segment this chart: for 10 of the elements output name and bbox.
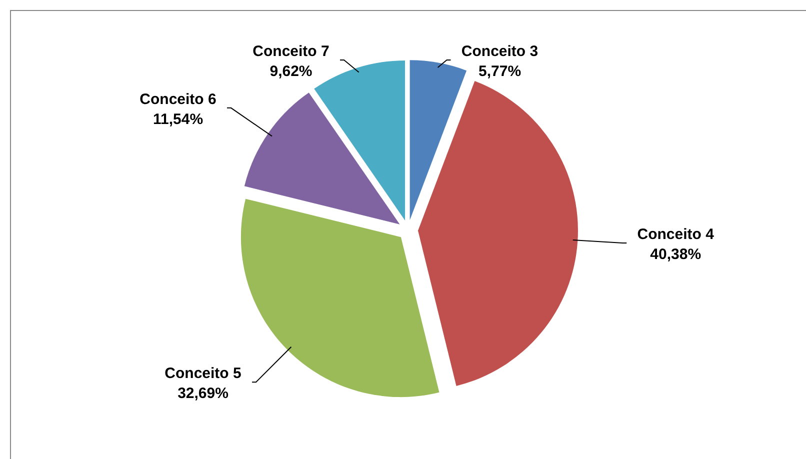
- slice-label: Conceito 4: [637, 226, 715, 243]
- data-label: 40,38%: [650, 246, 702, 263]
- data-label: 32,69%: [178, 385, 228, 402]
- data-label: 11,54%: [152, 110, 204, 128]
- slice-label: Conceito 7: [252, 43, 330, 60]
- slice-label: Conceito 6: [140, 90, 216, 108]
- data-label: 5,77%: [478, 63, 522, 80]
- slice-label: Conceito 5: [164, 365, 242, 382]
- data-label: 9,62%: [270, 63, 312, 80]
- slice-label: Conceito 3: [461, 43, 538, 60]
